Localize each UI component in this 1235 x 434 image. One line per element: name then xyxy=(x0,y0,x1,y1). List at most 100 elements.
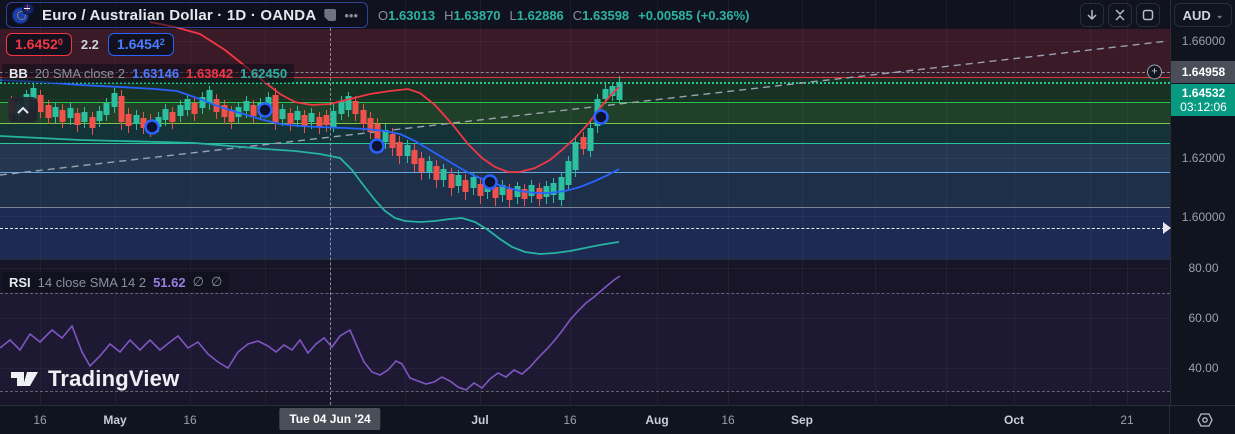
candle[interactable] xyxy=(330,111,337,128)
collapse-pane-button[interactable] xyxy=(1108,3,1132,27)
candle[interactable] xyxy=(140,118,147,128)
candle[interactable] xyxy=(338,101,345,114)
candle[interactable] xyxy=(616,82,623,100)
candle[interactable] xyxy=(543,186,550,197)
candle[interactable] xyxy=(580,137,587,149)
candle[interactable] xyxy=(462,180,469,192)
candle[interactable] xyxy=(528,185,535,196)
candle[interactable] xyxy=(206,90,213,103)
candle[interactable] xyxy=(426,161,433,172)
collapse-legend-button[interactable] xyxy=(8,97,38,123)
tradingview-logo[interactable]: TradingView xyxy=(10,366,179,392)
candle[interactable] xyxy=(470,177,477,188)
candle[interactable] xyxy=(265,97,272,107)
candle[interactable] xyxy=(587,128,594,151)
event-marker-icon[interactable] xyxy=(369,138,385,154)
candle[interactable] xyxy=(477,184,484,196)
candle[interactable] xyxy=(177,105,184,116)
currency-dropdown[interactable]: AUD ⌄ xyxy=(1174,3,1232,27)
candle[interactable] xyxy=(199,97,206,108)
candle[interactable] xyxy=(45,105,52,118)
bb-indicator-legend[interactable]: BB 20 SMA close 2 1.63146 1.63842 1.6245… xyxy=(2,64,295,83)
candle[interactable] xyxy=(448,174,455,188)
market-status-button[interactable] xyxy=(1192,409,1218,431)
candle[interactable] xyxy=(374,124,381,140)
candle[interactable] xyxy=(301,115,308,126)
candle[interactable] xyxy=(506,189,513,200)
candle[interactable] xyxy=(550,183,557,195)
candle[interactable] xyxy=(221,105,228,117)
candle[interactable] xyxy=(316,117,323,127)
candle[interactable] xyxy=(308,113,315,122)
candle[interactable] xyxy=(279,109,286,119)
candle[interactable] xyxy=(455,175,462,186)
candle[interactable] xyxy=(433,166,440,180)
symbol-title[interactable]: Euro / Australian Dollar · 1D · OANDA xyxy=(42,6,317,24)
candle[interactable] xyxy=(118,96,125,122)
candle[interactable] xyxy=(360,110,367,124)
time-axis[interactable]: Tue 04 Jun '24 16 May 16 Jul 16 Aug 16 Sep Oct 21 xyxy=(0,405,1235,434)
price-axis[interactable]: 1.64958 1.64532 03:12:06 + 1.66000 1.6200… xyxy=(1147,0,1235,405)
rsi-indicator-legend[interactable]: RSI 14 close SMA 14 2 51.62 ∅ ∅ xyxy=(2,272,230,292)
candle[interactable] xyxy=(37,95,44,112)
candle[interactable] xyxy=(389,134,396,148)
candle[interactable] xyxy=(565,161,572,185)
candle[interactable] xyxy=(418,158,425,172)
candle[interactable] xyxy=(272,95,279,123)
candle[interactable] xyxy=(514,186,521,197)
candle[interactable] xyxy=(162,109,169,120)
candle[interactable] xyxy=(382,130,389,142)
event-marker-icon[interactable] xyxy=(593,109,609,125)
candle[interactable] xyxy=(440,169,447,180)
candle[interactable] xyxy=(243,101,250,111)
candle[interactable] xyxy=(609,86,616,96)
candle[interactable] xyxy=(184,99,191,110)
candle[interactable] xyxy=(133,115,140,124)
price-label-red[interactable]: 1.6452 0 xyxy=(6,33,72,56)
candle[interactable] xyxy=(89,117,96,128)
candle[interactable] xyxy=(67,108,74,118)
candle[interactable] xyxy=(492,187,499,198)
candle[interactable] xyxy=(404,145,411,156)
price-label-blue[interactable]: 1.6454 2 xyxy=(107,33,174,56)
scroll-down-button[interactable] xyxy=(1080,3,1104,27)
candle[interactable] xyxy=(103,103,110,115)
candle[interactable] xyxy=(52,107,59,117)
candle[interactable] xyxy=(367,118,374,132)
candle[interactable] xyxy=(228,111,235,122)
candle[interactable] xyxy=(345,96,352,110)
candle[interactable] xyxy=(602,89,609,99)
source-icon[interactable] xyxy=(324,9,337,21)
chart-pane[interactable]: Euro / Australian Dollar · 1D · OANDA ••… xyxy=(0,0,1170,405)
bb-basis-value: 1.63146 xyxy=(132,66,180,81)
event-marker-icon[interactable] xyxy=(482,174,498,190)
candle[interactable] xyxy=(323,115,330,125)
candle[interactable] xyxy=(250,105,257,116)
trendline-dashed xyxy=(0,40,1169,176)
event-marker-icon[interactable] xyxy=(257,102,273,118)
candle[interactable] xyxy=(111,93,118,107)
candle[interactable] xyxy=(59,110,66,122)
candle[interactable] xyxy=(74,113,81,125)
candle[interactable] xyxy=(155,117,162,127)
candle[interactable] xyxy=(411,150,418,164)
candle[interactable] xyxy=(191,103,198,114)
candle[interactable] xyxy=(287,113,294,124)
event-marker-icon[interactable] xyxy=(144,119,160,135)
candle[interactable] xyxy=(81,112,88,122)
candle[interactable] xyxy=(96,111,103,121)
candle[interactable] xyxy=(294,111,301,120)
symbol-legend[interactable]: Euro / Australian Dollar · 1D · OANDA ••… xyxy=(6,2,369,28)
candle[interactable] xyxy=(396,142,403,156)
candle[interactable] xyxy=(572,142,579,170)
maximize-pane-button[interactable] xyxy=(1136,3,1160,27)
candle[interactable] xyxy=(499,185,506,195)
candle[interactable] xyxy=(30,88,37,100)
candle[interactable] xyxy=(125,114,132,126)
candle[interactable] xyxy=(352,101,359,114)
candle[interactable] xyxy=(169,112,176,122)
candle[interactable] xyxy=(558,177,565,200)
add-alert-icon[interactable]: + xyxy=(1147,64,1162,80)
more-options-icon[interactable]: ••• xyxy=(344,7,359,23)
candle[interactable] xyxy=(521,189,528,199)
